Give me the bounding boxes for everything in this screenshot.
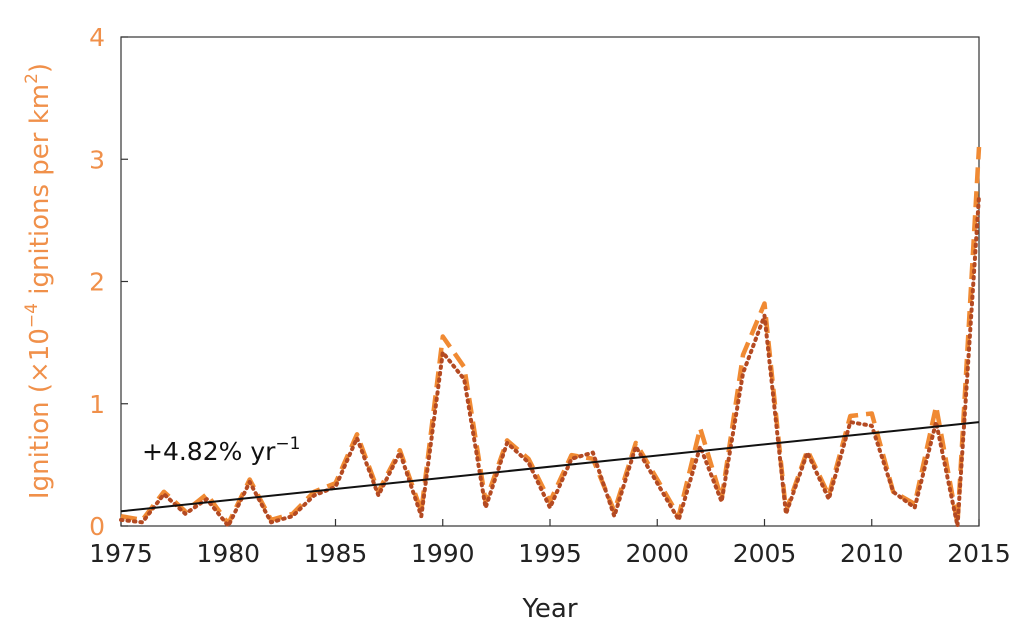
x-tick-label: 2010	[840, 539, 904, 568]
x-tick-label: 2015	[947, 539, 1011, 568]
x-tick-label: 2000	[625, 539, 689, 568]
y-tick-label: 2	[89, 268, 105, 297]
x-axis-title: Year	[521, 594, 577, 624]
x-tick-label: 1980	[196, 539, 260, 568]
x-tick-label: 2005	[733, 539, 797, 568]
x-tick-label: 1995	[518, 539, 582, 568]
y-tick-label: 0	[89, 512, 105, 541]
series-layer	[119, 146, 982, 528]
y-tick-label: 1	[89, 390, 105, 419]
x-tick-labels: 1975 1980 1985 1990 1995 2000 2005 2010 2015	[89, 539, 1011, 568]
series-line-dotted	[119, 193, 981, 528]
y-tick-label: 3	[89, 145, 105, 174]
trend-annotation: +4.82% yr−1	[142, 434, 300, 466]
y-axis-title: Ignition (×10−4 ignitions per km2)	[22, 63, 55, 499]
y-tick-label: 4	[89, 23, 105, 52]
x-tick-label: 1990	[411, 539, 475, 568]
x-tick-label: 1985	[304, 539, 368, 568]
x-tick-label: 1975	[89, 539, 153, 568]
y-tick-labels: 0 1 2 3 4	[89, 23, 105, 541]
tick-marks	[120, 36, 980, 527]
series-line-trend	[120, 421, 980, 513]
